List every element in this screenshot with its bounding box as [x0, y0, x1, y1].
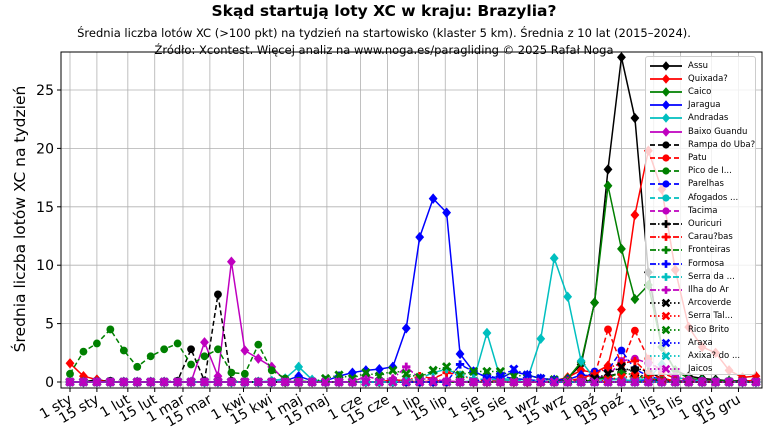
legend-label: Assu [688, 60, 709, 71]
legend-label: Jaragua [688, 100, 721, 111]
legend-item: Assu [648, 59, 708, 72]
legend-swatch-icon [650, 364, 682, 374]
series-jaicos [65, 377, 761, 387]
legend-swatch-icon [650, 113, 682, 124]
legend-swatch-icon [650, 233, 682, 241]
legend-item: Rico Brito [648, 323, 729, 336]
legend-item: Afogados ... [648, 191, 738, 204]
legend-item: Fronteiras [648, 244, 730, 257]
legend-swatch-icon [650, 207, 682, 215]
chart-title: Skąd startują loty XC w kraju: Brazylia? [211, 2, 557, 20]
legend-label: Afogados ... [688, 192, 739, 203]
legend-label: Araxa [688, 337, 713, 348]
legend-label: Quixada? [688, 73, 728, 84]
legend-swatch-icon [650, 220, 682, 228]
legend-swatch-icon [650, 73, 682, 84]
legend-label: Ouricuri [688, 218, 722, 229]
legend-swatch-icon [650, 154, 682, 162]
legend-item: Pico de I... [648, 165, 732, 178]
legend-label: Patu [688, 152, 707, 163]
legend-label: Jaicos [688, 364, 713, 375]
legend-item: Andradas [648, 112, 728, 125]
legend-swatch-icon [650, 286, 682, 294]
legend-label: Parelhas [688, 179, 724, 190]
legend-item: Ilha do Ar [648, 283, 729, 296]
legend-label: Serra Tal... [688, 311, 733, 322]
legend-swatch-icon [650, 246, 682, 255]
legend-item: Arcoverde [648, 297, 731, 310]
legend-label: Pico de I... [688, 166, 732, 177]
legend-item: Patu [648, 151, 707, 164]
legend-swatch-icon [650, 100, 682, 110]
legend-label: Baixo Guandu [688, 126, 748, 137]
legend-swatch-icon [650, 180, 682, 188]
y-tick-label: 25 [36, 83, 54, 99]
legend-item: Parelhas [648, 178, 724, 191]
legend-label: Rico Brito [688, 324, 730, 335]
legend-item: Formosa [648, 257, 724, 270]
legend-item: Serra Tal... [648, 310, 733, 323]
legend-swatch-icon [650, 141, 682, 149]
legend-label: Ilha do Ar [688, 284, 729, 295]
legend-label: Fronteiras [688, 245, 731, 256]
y-axis: 0 5 10 15 20 25 [36, 83, 61, 391]
chart-source-note: Źródło: Xcontest. Więcej analiz na www.n… [154, 43, 614, 57]
legend-item: Rampa do Uba? [648, 138, 755, 151]
legend-item: Jaicos [648, 363, 712, 376]
legend-swatch-icon [650, 193, 682, 202]
y-tick-label: 0 [45, 375, 54, 391]
axes-frame [60, 51, 763, 389]
y-tick-label: 5 [45, 317, 54, 333]
legend-label: Rampa do Uba? [688, 139, 756, 150]
legend-label: Tacima [688, 205, 718, 216]
chart-subtitle: Średnia liczba lotów XC (>100 pkt) na ty… [77, 26, 691, 40]
chart-legend: Assu Quixada? Caico Jaragua Andradas Baixo Gu… [645, 56, 756, 375]
legend-label: Carau?bas [688, 232, 733, 243]
legend-swatch-icon [650, 60, 682, 71]
legend-item: Araxa [648, 336, 713, 349]
legend-swatch-icon [650, 272, 682, 281]
legend-label: Andradas [688, 113, 729, 124]
legend-swatch-icon [650, 351, 682, 361]
legend-item: Quixada? [648, 72, 728, 85]
legend-label: Formosa [688, 258, 725, 269]
legend-item: Serra da ... [648, 270, 735, 283]
legend-label: Serra da ... [688, 271, 735, 282]
legend-swatch-icon [650, 298, 682, 308]
y-axis-label: Średnia liczba lotów XC na tydzień [11, 85, 29, 353]
legend-label: Arcoverde [688, 298, 732, 309]
legend-swatch-icon [650, 126, 682, 137]
legend-item: Tacima [648, 204, 718, 217]
y-tick-label: 10 [36, 258, 54, 274]
legend-item: Caico [648, 85, 711, 98]
legend-label: Caico [688, 86, 712, 97]
legend-swatch-icon [650, 87, 682, 97]
legend-swatch-icon [650, 312, 682, 321]
legend-swatch-icon [650, 325, 682, 334]
legend-item: Baixo Guandu [648, 125, 747, 138]
y-tick-label: 15 [36, 200, 54, 216]
legend-item: Axixa? do ... [648, 349, 740, 362]
legend-label: Axixa? do ... [688, 350, 741, 361]
legend-swatch-icon [650, 259, 682, 268]
legend-item: Jaragua [648, 99, 720, 112]
legend-item: Carau?bas [648, 231, 733, 244]
legend-swatch-icon [650, 338, 682, 347]
legend-item: Ouricuri [648, 217, 722, 230]
legend-swatch-icon [650, 167, 682, 175]
y-tick-label: 20 [36, 141, 54, 157]
